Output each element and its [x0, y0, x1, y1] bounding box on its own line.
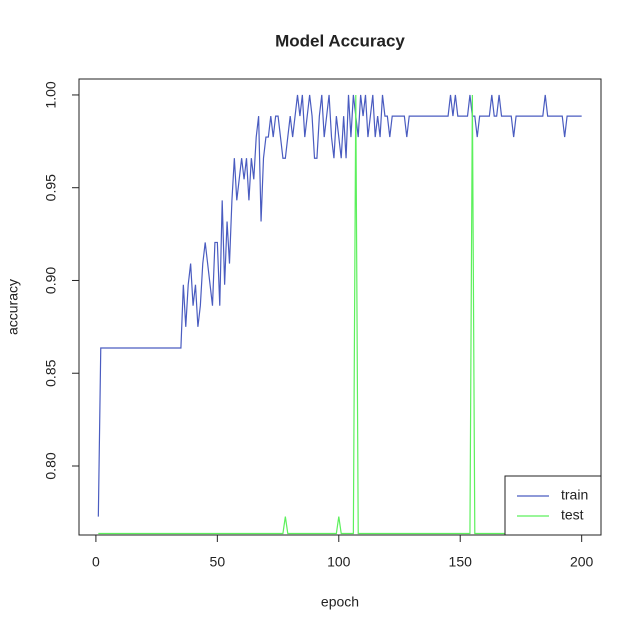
legend-label: train	[561, 487, 588, 503]
y-tick-label: 0.90	[43, 267, 59, 294]
chart-title: Model Accuracy	[275, 31, 405, 50]
y-tick-label: 0.95	[43, 174, 59, 201]
x-tick-label: 150	[449, 554, 473, 570]
y-tick-label: 1.00	[43, 81, 59, 108]
plot-area	[97, 94, 582, 535]
data-line	[98, 94, 582, 535]
x-tick-label: 100	[327, 554, 351, 570]
y-axis-label: accuracy	[5, 279, 21, 335]
y-tick-label: 0.80	[43, 452, 59, 479]
legend-label: test	[561, 507, 584, 523]
x-tick-label: 50	[210, 554, 226, 570]
data-line	[97, 94, 582, 517]
x-axis-label: epoch	[321, 594, 359, 610]
y-tick-label: 0.85	[43, 359, 59, 386]
x-tick-label: 200	[570, 554, 594, 570]
x-tick-label: 0	[92, 554, 100, 570]
legend-box	[504, 475, 602, 536]
plot-frame	[78, 78, 602, 536]
